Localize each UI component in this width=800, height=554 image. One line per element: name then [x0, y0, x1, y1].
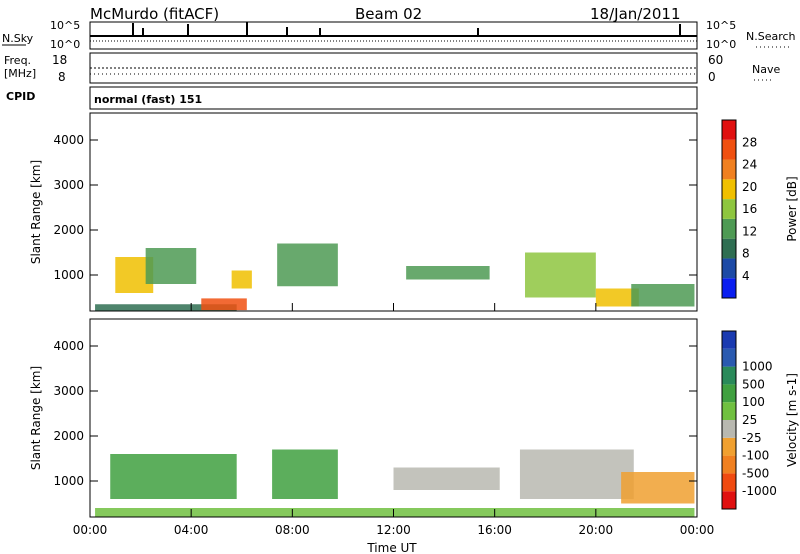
colorbar-segment — [722, 473, 736, 492]
echo-region-7 — [525, 252, 596, 298]
colorbar-segment — [722, 159, 736, 180]
colorbar-frame — [721, 330, 737, 510]
power-panel: 1000 2000 3000 4000 Slant Range [km] 4 8 12 16 20… — [29, 112, 799, 312]
colorbar-segment — [722, 139, 736, 160]
nsearch-label: N.Search — [746, 30, 796, 43]
colorbar-segment — [722, 402, 736, 420]
freq-strip-frame — [89, 52, 698, 84]
y-tick-label: 2000 — [53, 429, 84, 443]
colorbar-segment — [722, 348, 736, 367]
noise-tick-top: 10^5 — [50, 19, 80, 32]
nave-label: Nave — [752, 63, 780, 76]
colorbar-tick-label: 24 — [742, 158, 757, 172]
colorbar-tick-label: 20 — [742, 180, 757, 194]
colorbar-tick-label: -500 — [742, 466, 769, 480]
echo-region-4 — [231, 270, 252, 289]
x-tick-label: 12:00 — [376, 523, 411, 537]
echo-region-2 — [272, 449, 338, 499]
colorbar-tick-label: 8 — [742, 247, 750, 261]
x-tick-label: 08:00 — [275, 523, 310, 537]
y-tick-label: 1000 — [53, 474, 84, 488]
echo-region-9 — [631, 284, 695, 307]
colorbar-segment — [722, 238, 736, 259]
colorbar-segment — [722, 278, 736, 298]
colorbar-tick-label: 28 — [742, 135, 757, 149]
noise-spikes — [132, 22, 681, 36]
y-tick-label: 4000 — [53, 133, 84, 147]
echo-region-3 — [393, 467, 500, 490]
colorbar-tick-label: -100 — [742, 449, 769, 463]
freq-unit: [MHz] — [4, 67, 36, 80]
freq-label: Freq. — [4, 54, 31, 67]
echo-region-3 — [145, 248, 197, 284]
colorbar-segment — [722, 120, 736, 140]
x-tick-label: 04:00 — [174, 523, 209, 537]
freq-tick-bottom: 8 — [58, 70, 66, 84]
colorbar-segment — [722, 455, 736, 474]
colorbar-tick-label: 16 — [742, 202, 757, 216]
colorbar-tick-label: 25 — [742, 413, 757, 427]
echo-region-0 — [95, 304, 237, 311]
colorbar-segment — [722, 258, 736, 279]
y-axis-title: Slant Range [km] — [29, 366, 43, 470]
echo-region-1 — [201, 298, 247, 311]
colorbar-title: Power [dB] — [785, 176, 799, 241]
echo-region-1 — [110, 454, 237, 499]
y-tick-label: 4000 — [53, 339, 84, 353]
y-tick-label: 2000 — [53, 223, 84, 237]
echo-region-5 — [621, 472, 695, 504]
y-axis-title: Slant Range [km] — [29, 160, 43, 264]
noise-tick-bottom: 10^0 — [50, 38, 80, 51]
colorbar-tick-label: 4 — [742, 269, 750, 283]
nave-tick-top: 60 — [708, 53, 723, 67]
x-tick-label: 00:00 — [680, 523, 715, 537]
x-tick-label: 20:00 — [579, 523, 614, 537]
colorbar-tick-label: -25 — [742, 431, 762, 445]
y-tick-label: 3000 — [53, 178, 84, 192]
colorbar-tick-label: 100 — [742, 395, 765, 409]
y-tick-label: 3000 — [53, 384, 84, 398]
x-axis-title: Time UT — [366, 541, 417, 554]
echo-region-5 — [277, 243, 338, 287]
nsky-label: N.Sky — [2, 32, 34, 45]
cpid-label: CPID — [6, 90, 35, 103]
cpid-strip-frame — [89, 86, 698, 110]
echo-region-8 — [595, 288, 639, 307]
colorbar-segment — [722, 218, 736, 239]
colorbar-segment — [722, 366, 736, 385]
station-title: McMurdo (fitACF) — [90, 5, 219, 23]
colorbar-tick-label: 1000 — [742, 360, 773, 374]
colorbar-segment — [722, 420, 736, 438]
colorbar-segment — [722, 384, 736, 403]
freq-tick-top: 18 — [52, 53, 67, 67]
colorbar-segment — [722, 491, 736, 509]
colorbar-segment — [722, 179, 736, 200]
noise-tick-bottom-right: 10^0 — [706, 38, 736, 51]
date-title: 18/Jan/2011 — [590, 5, 681, 23]
colorbar-tick-label: 12 — [742, 224, 757, 238]
colorbar-tick-label: -1000 — [742, 484, 777, 498]
velocity-panel: 1000 2000 3000 4000 00:00 04:00 08:00 12:00 16:0… — [29, 318, 799, 537]
beam-title: Beam 02 — [355, 5, 422, 23]
noise-tick-top-right: 10^5 — [706, 19, 736, 32]
x-tick-label: 00:00 — [73, 523, 108, 537]
colorbar-tick-label: 500 — [742, 377, 765, 391]
y-tick-label: 1000 — [53, 268, 84, 282]
echo-region-0 — [95, 508, 695, 517]
colorbar-segment — [722, 199, 736, 219]
echo-region-4 — [519, 449, 634, 499]
colorbar-segment — [722, 331, 736, 349]
cpid-value: normal (fast) 151 — [94, 93, 202, 106]
x-tick-label: 16:00 — [477, 523, 512, 537]
colorbar-title: Velocity [m s-1] — [785, 373, 799, 467]
nave-tick-bottom: 0 — [708, 70, 716, 84]
colorbar-segment — [722, 437, 736, 456]
colorbar-frame — [721, 119, 737, 299]
echo-region-6 — [406, 266, 490, 280]
